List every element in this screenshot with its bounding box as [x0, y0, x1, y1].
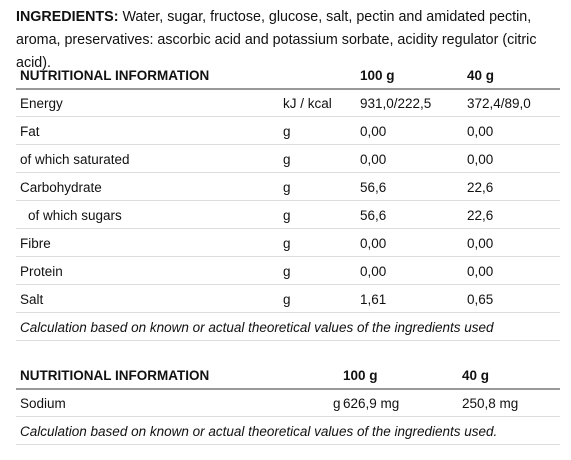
row-rule — [16, 340, 560, 341]
row-label: of which sugars — [28, 208, 122, 223]
row-value: 0,00 — [467, 124, 494, 139]
row-value: g — [283, 208, 291, 223]
row-rule — [16, 228, 560, 229]
ingredients-label: INGREDIENTS: — [16, 9, 119, 25]
row-label: Fat — [20, 124, 40, 139]
row-value: g — [283, 292, 291, 307]
row-label: Energy — [20, 96, 63, 111]
row-rule — [16, 444, 560, 445]
row-value: 0,00 — [467, 264, 494, 279]
column-header: 100 g — [343, 368, 378, 383]
row-rule — [16, 116, 560, 117]
table-title: NUTRITIONAL INFORMATION — [20, 68, 210, 83]
row-value: g — [333, 396, 341, 411]
header-rule — [16, 88, 560, 90]
row-rule — [16, 200, 560, 201]
row-value: kJ / kcal — [283, 96, 332, 111]
row-rule — [16, 416, 560, 417]
column-header: 40 g — [462, 368, 490, 383]
row-rule — [16, 284, 560, 285]
row-label: Carbohydrate — [20, 180, 102, 195]
ingredients-text: Water, sugar, fructose, glucose, salt, p… — [16, 9, 537, 71]
row-label: Fibre — [20, 236, 51, 251]
row-value: 1,61 — [360, 292, 387, 307]
table-title: NUTRITIONAL INFORMATION — [20, 368, 210, 383]
row-value: 56,6 — [360, 180, 387, 195]
column-header: 100 g — [360, 68, 395, 83]
row-value: 0,00 — [360, 152, 387, 167]
row-value: 626,9 mg — [343, 396, 400, 411]
table-note: Calculation based on known or actual the… — [20, 424, 498, 439]
row-value: g — [283, 180, 291, 195]
row-label: Salt — [20, 292, 44, 307]
row-value: 0,00 — [360, 264, 387, 279]
row-value: g — [283, 152, 291, 167]
row-value: 56,6 — [360, 208, 387, 223]
row-value: 22,6 — [467, 180, 494, 195]
row-value: 931,0/222,5 — [360, 96, 432, 111]
row-label: of which saturated — [20, 152, 130, 167]
row-value: 0,00 — [467, 152, 494, 167]
row-value: 0,00 — [360, 124, 387, 139]
row-rule — [16, 172, 560, 173]
header-rule — [16, 388, 560, 390]
ingredients: INGREDIENTS: Water, sugar, fructose, glu… — [16, 6, 561, 75]
row-value: 22,6 — [467, 208, 494, 223]
row-rule — [16, 256, 560, 257]
column-header: 40 g — [467, 68, 495, 83]
row-label: Sodium — [20, 396, 66, 411]
row-value: 250,8 mg — [462, 396, 519, 411]
row-rule — [16, 312, 560, 313]
table-note: Calculation based on known or actual the… — [20, 320, 494, 335]
row-value: g — [283, 264, 291, 279]
row-value: 0,00 — [467, 236, 494, 251]
row-value: 372,4/89,0 — [467, 96, 531, 111]
row-value: g — [283, 236, 291, 251]
row-label: Protein — [20, 264, 63, 279]
row-value: 0,00 — [360, 236, 387, 251]
row-rule — [16, 144, 560, 145]
row-value: 0,65 — [467, 292, 494, 307]
row-value: g — [283, 124, 291, 139]
